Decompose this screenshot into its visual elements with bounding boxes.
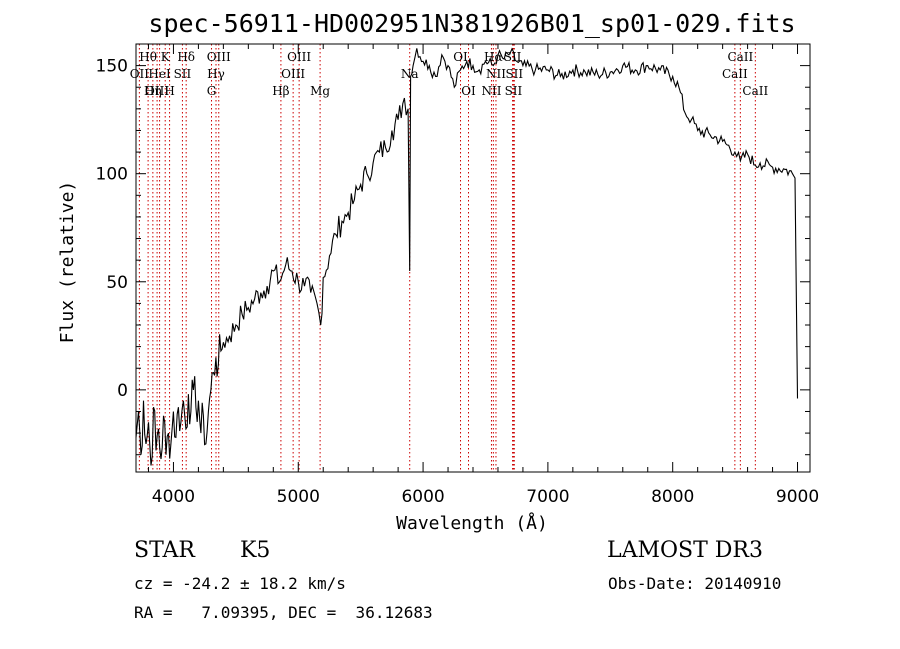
spectrum-line — [135, 47, 799, 466]
line-marker-label: H — [164, 84, 174, 98]
line-marker-label: SII — [174, 67, 192, 81]
x-tick-label: 6000 — [401, 487, 444, 507]
line-marker-label: CaII — [742, 84, 768, 98]
object-subclass: K5 — [240, 538, 271, 563]
line-marker-label: Hη — [144, 84, 162, 98]
line-marker-label: NII — [486, 67, 506, 81]
line-marker-label: OII — [130, 67, 150, 81]
x-axis: 4000 5000 6000 7000 8000 9000 — [147, 44, 819, 507]
line-marker-label: SII — [505, 84, 523, 98]
x-tick-label: 5000 — [277, 487, 320, 507]
line-marker-label: OIII — [281, 67, 305, 81]
y-axis-label: Flux (relative) — [57, 181, 78, 344]
line-marker-labels: Hθ OII OIII K HeI Hη H Hδ SII OIII Hγ G OIII OIII Hβ Mg… — [130, 50, 769, 98]
line-marker-label: NII — [481, 84, 501, 98]
y-axis: 0 50 100 150 — [96, 57, 810, 456]
line-markers — [138, 44, 756, 472]
line-marker-label: CaII — [727, 50, 753, 64]
line-marker-label: OIII — [145, 84, 169, 98]
line-marker-label: HeI — [148, 67, 171, 81]
line-marker-label: OI — [453, 50, 468, 64]
x-axis-label: Wavelength (Å) — [396, 512, 548, 534]
y-tick-label: 100 — [96, 165, 128, 185]
ra-dec: RA = 7.09395, DEC = 36.12683 — [134, 603, 433, 622]
obs-date: Obs-Date: 20140910 — [608, 574, 782, 593]
object-class: STAR — [134, 538, 195, 563]
line-marker-label: K — [161, 50, 171, 64]
line-marker-label: Hδ — [177, 50, 195, 64]
line-marker-label: OI — [461, 84, 476, 98]
plot-frame — [135, 43, 811, 473]
line-marker-label: Na — [401, 67, 419, 81]
chart-title: spec-56911-HD002951N381926B01_sp01-029.f… — [148, 9, 795, 38]
line-marker-label: OIII — [287, 50, 311, 64]
redshift-cz: cz = -24.2 ± 18.2 km/s — [134, 574, 346, 593]
y-tick-label: 50 — [106, 273, 128, 293]
x-tick-label: 4000 — [152, 487, 195, 507]
line-marker-label: Hγ — [207, 67, 225, 81]
line-marker-label: CaII — [722, 67, 748, 81]
line-marker-label: Hβ — [272, 84, 289, 98]
line-marker-label: Mg — [310, 84, 330, 98]
line-marker-label: SII — [505, 67, 523, 81]
x-tick-label: 7000 — [526, 487, 569, 507]
line-marker-label: Hθ — [139, 50, 157, 64]
x-tick-label: 9000 — [776, 487, 819, 507]
y-tick-label: 0 — [117, 381, 128, 401]
line-marker-label: SII — [504, 50, 522, 64]
y-tick-label: 150 — [96, 57, 128, 77]
line-marker-label: OIII — [207, 50, 231, 64]
x-tick-label: 8000 — [651, 487, 694, 507]
survey-name: LAMOST DR3 — [607, 538, 763, 563]
line-marker-label: G — [207, 84, 217, 98]
